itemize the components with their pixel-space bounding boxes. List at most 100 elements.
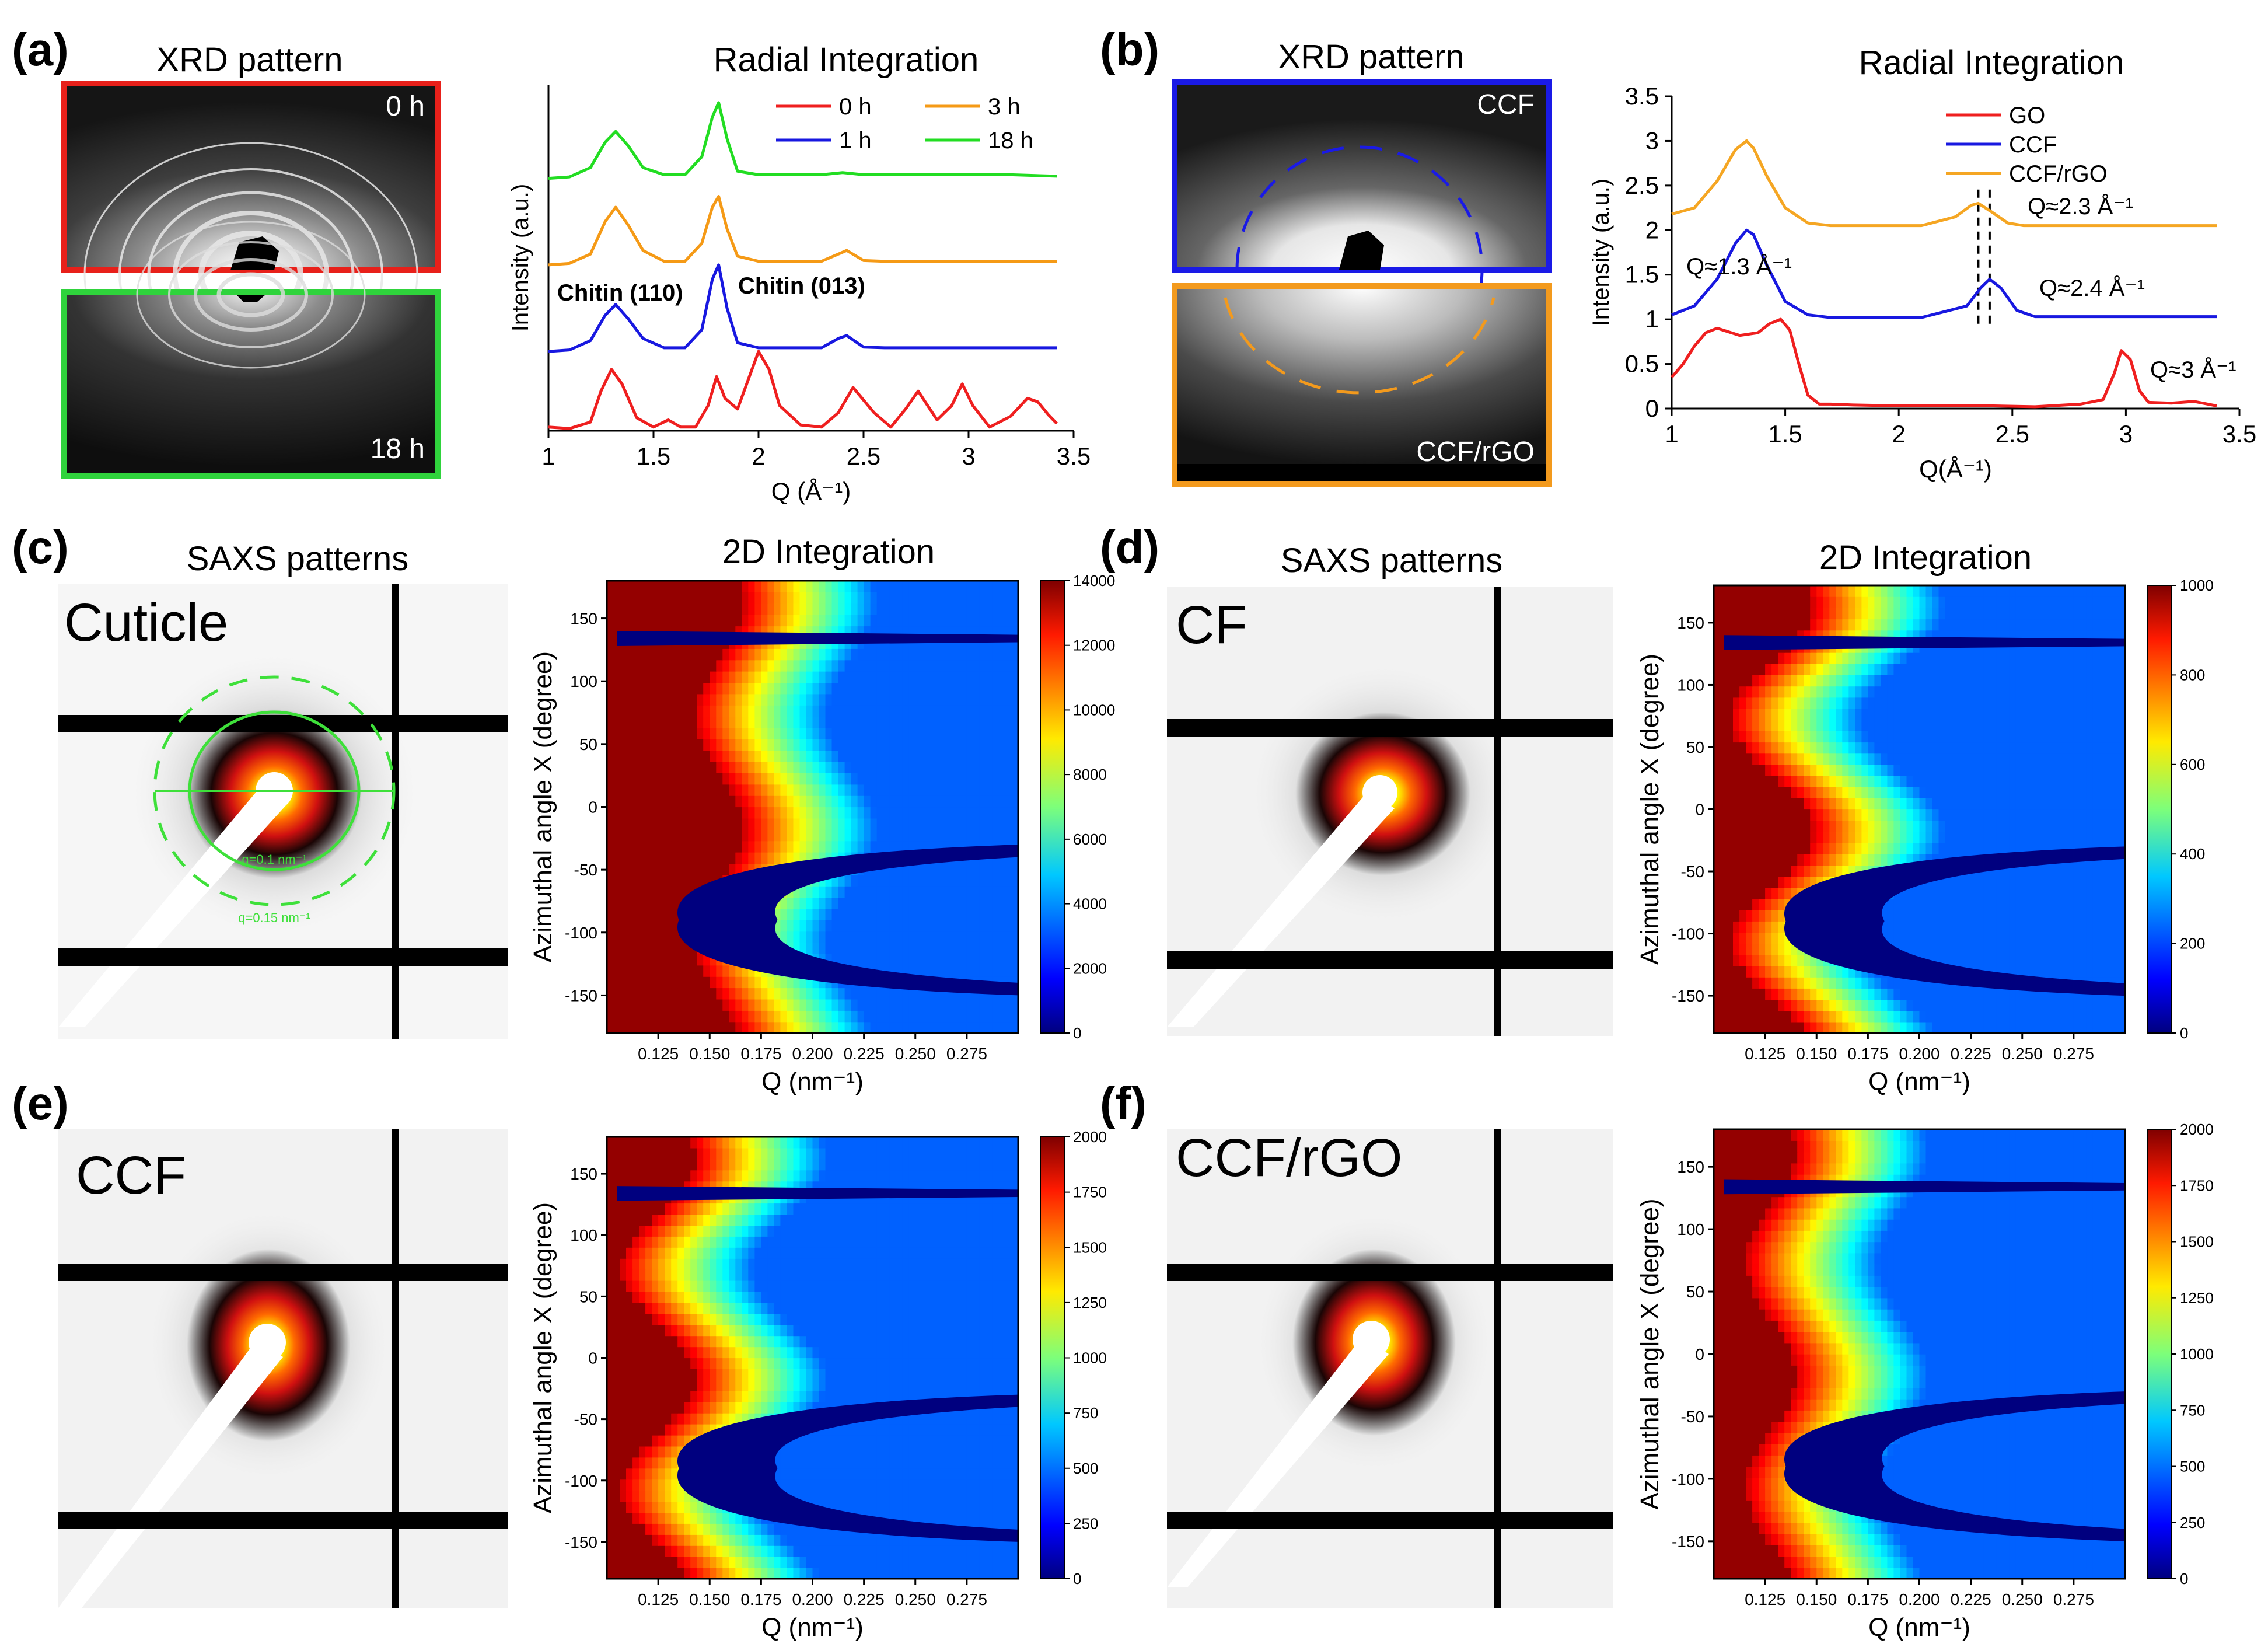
- heatmap-cell: [896, 874, 903, 887]
- heatmap-cell: [2119, 1021, 2126, 1034]
- heatmap-cell: [1739, 787, 1746, 798]
- heatmap-cell: [999, 660, 1006, 672]
- heatmap-cell: [1990, 731, 1997, 743]
- heatmap-cell: [2022, 787, 2029, 798]
- heatmap-cell: [1746, 977, 1753, 989]
- heatmap-cell: [908, 886, 916, 898]
- heatmap-cell: [1970, 843, 1978, 854]
- heatmap-cell: [748, 682, 755, 695]
- heatmap-cell: [690, 1021, 697, 1034]
- heatmap-cell: [2106, 865, 2113, 877]
- colorbar-tick-label: 2000: [1073, 959, 1107, 977]
- heatmap-cell: [1012, 671, 1019, 683]
- heatmap-cell: [2041, 664, 2049, 675]
- heatmap-cell: [838, 660, 845, 672]
- heatmap-cell: [1945, 776, 1952, 787]
- annotation-q23: Q≈2.3 Å⁻¹: [2028, 193, 2133, 219]
- heatmap-cell: [908, 784, 916, 796]
- heatmap-cell: [632, 592, 639, 604]
- heatmap-cell: [632, 693, 639, 706]
- heatmap-cell: [851, 739, 858, 751]
- heatmap-cell: [1938, 910, 1946, 922]
- heatmap-cell: [703, 648, 710, 661]
- heatmap-cell: [1900, 731, 1907, 743]
- heatmap-cell: [851, 954, 858, 966]
- heatmap-cell: [857, 840, 865, 853]
- heatmap-cell: [1861, 787, 1868, 798]
- heatmap-cell: [819, 727, 826, 739]
- heatmap-cell: [639, 615, 646, 627]
- heatmap-cell: [1977, 843, 1984, 854]
- heatmap-cell: [2067, 966, 2074, 978]
- heatmap-cell: [1752, 887, 1759, 899]
- heatmap-cell: [992, 908, 1000, 920]
- heatmap-cell: [754, 852, 761, 864]
- heatmap-cell: [1784, 999, 1791, 1011]
- heatmap-cell: [1977, 787, 1984, 798]
- heatmap-cell: [1861, 999, 1868, 1011]
- heatmap-cell: [652, 716, 659, 728]
- heatmap-cell: [1739, 932, 1746, 944]
- heatmap-cell: [831, 987, 839, 1000]
- heatmap-cell: [780, 840, 787, 853]
- heatmap-cell: [1771, 910, 1778, 922]
- heatmap-cell: [677, 976, 684, 989]
- heatmap-cell: [735, 592, 742, 604]
- heatmap-cell: [2086, 652, 2094, 664]
- x-tick-label: 0.225: [844, 1045, 885, 1063]
- heatmap-cell: [1874, 787, 1881, 798]
- heatmap-cell: [607, 829, 614, 842]
- heatmap-cell: [1925, 742, 1933, 754]
- heatmap-cell: [767, 852, 774, 864]
- heatmap-cell: [2035, 641, 2042, 653]
- heatmap-cell: [857, 671, 865, 683]
- heatmap-cell: [645, 773, 652, 785]
- heatmap-cell: [1005, 874, 1012, 887]
- heatmap-cell: [1778, 720, 1785, 731]
- heatmap-cell: [1977, 731, 1984, 743]
- heatmap-cell: [979, 705, 987, 717]
- heatmap-cell: [1791, 776, 1798, 787]
- heatmap-cell: [934, 682, 942, 695]
- heatmap-cell: [626, 784, 633, 796]
- heatmap-cell: [2054, 820, 2061, 832]
- heatmap-cell: [613, 863, 620, 875]
- heatmap-cell: [1983, 675, 1991, 687]
- heatmap-cell: [1733, 1010, 1740, 1023]
- heatmap-cell: [1720, 910, 1727, 922]
- heatmap-cell: [992, 886, 1000, 898]
- heatmap-cell: [2047, 664, 2055, 675]
- heatmap-cell: [1868, 630, 1875, 642]
- heatmap-cell: [915, 1010, 922, 1023]
- heatmap-cell: [2060, 910, 2068, 922]
- heatmap-cell: [1945, 798, 1952, 810]
- heatmap-cell: [645, 784, 652, 796]
- heatmap-cell: [735, 863, 742, 875]
- heatmap-cell: [896, 716, 903, 728]
- heatmap-cell: [793, 716, 801, 728]
- heatmap-cell: [658, 818, 665, 830]
- heatmap-cell: [831, 840, 839, 853]
- heatmap-cell: [1977, 686, 1984, 698]
- heatmap-cell: [2015, 753, 2023, 765]
- heatmap-cell: [1797, 999, 1804, 1011]
- heatmap-cell: [639, 716, 646, 728]
- heatmap-cell: [774, 829, 781, 842]
- heatmap-cell: [613, 829, 620, 842]
- heatmap-cell: [928, 615, 935, 627]
- heatmap-cell: [1996, 932, 2004, 944]
- heatmap-cell: [645, 762, 652, 773]
- heatmap-cell: [1791, 865, 1798, 877]
- heatmap-cell: [941, 807, 948, 819]
- legend-label: 3 h: [988, 94, 1021, 120]
- heatmap-cell: [1964, 798, 1972, 810]
- heatmap-cell: [677, 874, 684, 887]
- heatmap-cell: [671, 908, 678, 920]
- heatmap-cell: [844, 920, 852, 932]
- heatmap-cell: [2080, 943, 2087, 955]
- heatmap-cell: [690, 976, 697, 989]
- heatmap-cell: [1727, 966, 1734, 978]
- heatmap-cell: [979, 682, 987, 695]
- heatmap-cell: [645, 931, 652, 943]
- heatmap-cell: [2009, 999, 2017, 1011]
